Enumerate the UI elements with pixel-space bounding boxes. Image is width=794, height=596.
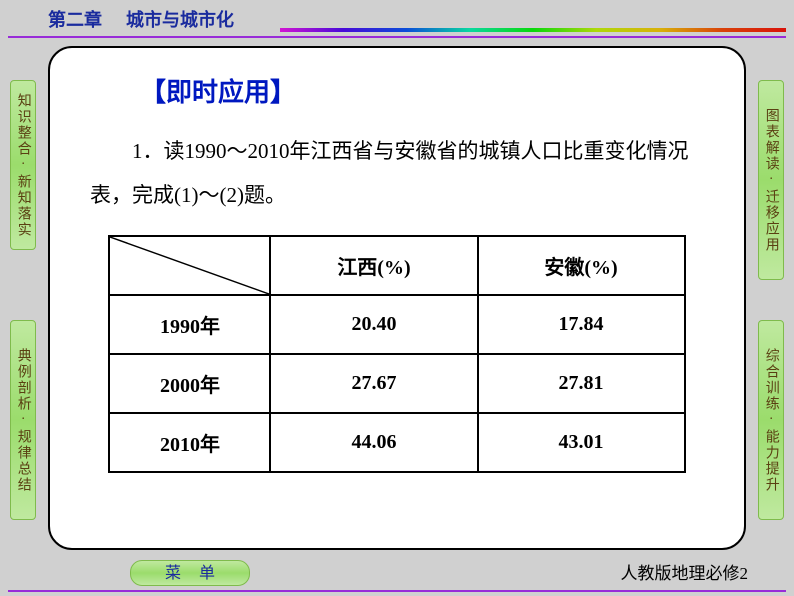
sidebar-tab-knowledge[interactable]: 知识整合·新知落实	[10, 80, 36, 250]
row-year: 1990年	[109, 295, 270, 354]
row-anhui: 27.81	[478, 354, 685, 413]
rainbow-divider	[280, 28, 786, 32]
row-jiangxi: 44.06	[270, 413, 477, 472]
footer-source: 人教版地理必修2	[621, 559, 749, 584]
sidebar-tab-examples[interactable]: 典例剖析·规律总结	[10, 320, 36, 520]
table-col-jiangxi: 江西(%)	[270, 236, 477, 295]
row-year: 2000年	[109, 354, 270, 413]
data-table: 江西(%) 安徽(%) 1990年 20.40 17.84 2000年 27.6…	[108, 235, 685, 473]
table-row: 2010年 44.06 43.01	[109, 413, 684, 472]
table-row: 1990年 20.40 17.84	[109, 295, 684, 354]
chapter-label: 第二章	[48, 6, 102, 32]
table-header-row: 江西(%) 安徽(%)	[109, 236, 684, 295]
table-diagonal-cell	[109, 236, 270, 295]
question-text: 1．读1990～2010年江西省与安徽省的城镇人口比重变化情况表，完成(1)～(…	[90, 129, 704, 217]
top-purple-divider	[8, 36, 786, 38]
row-year: 2010年	[109, 413, 270, 472]
table-row: 2000年 27.67 27.81	[109, 354, 684, 413]
row-jiangxi: 20.40	[270, 295, 477, 354]
sidebar-tab-charts[interactable]: 图表解读·迁移应用	[758, 80, 784, 280]
sidebar-tab-training[interactable]: 综合训练·能力提升	[758, 320, 784, 520]
section-title: 【即时应用】	[140, 72, 704, 109]
chapter-subtitle: 城市与城市化	[126, 6, 234, 32]
menu-button[interactable]: 菜单	[130, 560, 250, 586]
main-panel: 【即时应用】 1．读1990～2010年江西省与安徽省的城镇人口比重变化情况表，…	[48, 46, 746, 550]
row-anhui: 43.01	[478, 413, 685, 472]
row-jiangxi: 27.67	[270, 354, 477, 413]
bottom-purple-divider	[8, 590, 786, 592]
row-anhui: 17.84	[478, 295, 685, 354]
header-bar: 第二章 城市与城市化	[0, 0, 794, 38]
table-col-anhui: 安徽(%)	[478, 236, 685, 295]
